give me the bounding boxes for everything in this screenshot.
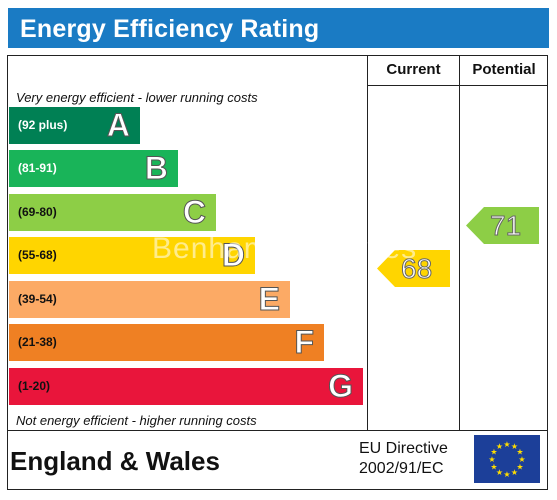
eu-directive: EU Directive 2002/91/EC [359,439,448,479]
band-letter: G [328,368,354,405]
title-bar: Energy Efficiency Rating [8,8,549,48]
star-icon: ★ [496,442,503,451]
watermark: Benham & Reeves [152,232,418,265]
current-rating-arrow-shape [377,250,450,287]
potential-rating-arrow-shape [466,207,539,244]
band-letter: C [182,194,206,231]
band-g: (1-20) G [9,368,363,405]
eu-stars: ★ ★★★★★★★★★★★ [488,440,525,479]
divider-potential [459,55,460,431]
divider-current [367,55,368,431]
chart-title: Energy Efficiency Rating [20,15,320,43]
header-divider [367,85,548,86]
star-icon: ★ [503,470,510,479]
band-range-label: (81-91) [18,161,57,175]
star-icon: ★ [511,442,518,451]
star-icon: ★ [511,468,518,477]
band-range-label: (39-54) [18,292,57,306]
band-range-label: (1-20) [18,379,51,393]
directive-line-2: 2002/91/EC [359,460,444,477]
current-rating-arrow-value: 68 [400,253,433,285]
band-range-label: (69-80) [18,205,57,219]
potential-rating-arrow-value: 71 [489,210,522,242]
band-range-label: (55-68) [18,248,57,262]
region-label: England & Wales [10,446,220,476]
band-b: (81-91) B [9,150,178,187]
band-letter: D [221,237,245,274]
directive-line-1: EU Directive [359,440,448,457]
star-icon: ★ [516,448,523,457]
star-icon: ★ [503,440,510,449]
potential-rating-arrow: 71 [466,207,539,244]
band-a: (92 plus) A [9,107,140,144]
top-note: Very energy efficient - lower running co… [16,90,258,105]
star-icon: ★ [490,463,497,472]
star-icon: ★ [496,468,503,477]
band-e: (39-54) E [9,281,290,318]
rating-frame [7,55,548,431]
band-range-label: (92 plus) [18,118,68,132]
band-d: (55-68) D [9,237,255,274]
band-letter: B [144,150,168,187]
band-letter: F [294,324,315,361]
band-f: (21-38) F [9,324,324,361]
band-letter: A [106,107,130,144]
band-letter: E [258,281,280,318]
star-icon: ★ [490,448,497,457]
band-c: (69-80) C [9,194,216,231]
footer-left-edge [7,430,8,490]
bottom-note: Not energy efficient - higher running co… [16,413,257,428]
current-column-header: Current [386,61,441,78]
star-icon: ★ [488,455,495,464]
current-rating-arrow: 68 [377,250,450,287]
potential-column-header: Potential [472,61,536,78]
star-icon: ★ [516,463,523,472]
eu-flag-icon: ★ ★ ★ ★ ★ ★ ★ ★ ★ ★ ★ ★ [474,435,540,483]
star-icon: ★ [518,455,525,464]
band-range-label: (21-38) [18,335,57,349]
